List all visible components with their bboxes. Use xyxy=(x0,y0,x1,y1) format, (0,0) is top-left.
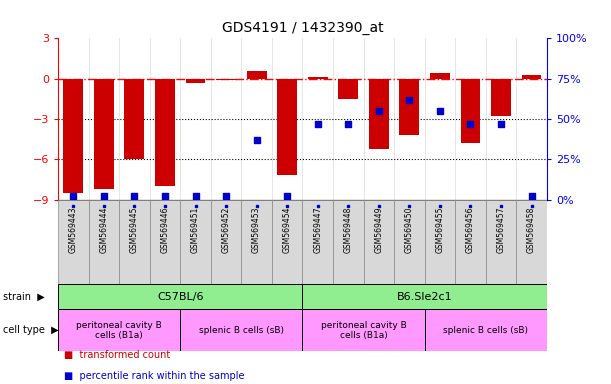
Bar xyxy=(338,79,358,99)
Text: GSM569449: GSM569449 xyxy=(375,207,383,253)
Text: GSM569448: GSM569448 xyxy=(344,207,353,253)
Point xyxy=(99,194,109,200)
Text: GSM569445: GSM569445 xyxy=(130,207,139,253)
Bar xyxy=(486,200,516,284)
Text: cell type  ▶: cell type ▶ xyxy=(3,325,59,335)
Bar xyxy=(125,79,144,159)
Bar xyxy=(333,200,364,284)
Text: GSM569447: GSM569447 xyxy=(313,207,322,253)
Text: GSM569455: GSM569455 xyxy=(436,207,444,253)
Bar xyxy=(430,73,450,79)
Text: ■  percentile rank within the sample: ■ percentile rank within the sample xyxy=(64,371,244,381)
Point xyxy=(191,194,200,200)
Point xyxy=(252,137,262,143)
Bar xyxy=(58,284,302,309)
Bar xyxy=(308,77,327,79)
Bar xyxy=(150,200,180,284)
Text: C57BL/6: C57BL/6 xyxy=(157,291,203,302)
Point xyxy=(374,108,384,114)
Text: GSM569454: GSM569454 xyxy=(283,207,291,253)
Point xyxy=(343,121,353,127)
Point xyxy=(313,121,323,127)
Bar xyxy=(277,79,297,175)
Bar xyxy=(302,200,333,284)
Title: GDS4191 / 1432390_at: GDS4191 / 1432390_at xyxy=(222,21,383,35)
Point xyxy=(282,194,292,200)
Bar xyxy=(180,200,211,284)
Point xyxy=(160,194,170,200)
Text: splenic B cells (sB): splenic B cells (sB) xyxy=(443,326,529,335)
Text: GSM569446: GSM569446 xyxy=(161,207,169,253)
Bar xyxy=(89,200,119,284)
Text: strain  ▶: strain ▶ xyxy=(3,291,45,302)
Bar xyxy=(216,79,236,80)
Bar xyxy=(94,79,114,189)
Bar xyxy=(491,79,511,116)
Bar xyxy=(58,309,180,351)
Bar xyxy=(272,200,302,284)
Bar xyxy=(241,200,272,284)
Point xyxy=(466,121,475,127)
Bar xyxy=(364,200,394,284)
Text: GSM569443: GSM569443 xyxy=(69,207,78,253)
Bar xyxy=(425,309,547,351)
Bar xyxy=(369,79,389,149)
Point xyxy=(221,194,231,200)
Bar xyxy=(186,79,205,83)
Point xyxy=(527,194,536,200)
Point xyxy=(130,194,139,200)
Bar xyxy=(455,200,486,284)
Text: peritoneal cavity B
cells (B1a): peritoneal cavity B cells (B1a) xyxy=(76,321,162,340)
Text: GSM569452: GSM569452 xyxy=(222,207,230,253)
Bar xyxy=(516,200,547,284)
Bar xyxy=(302,284,547,309)
Text: B6.Sle2c1: B6.Sle2c1 xyxy=(397,291,453,302)
Bar xyxy=(58,200,89,284)
Bar xyxy=(302,309,425,351)
Bar xyxy=(119,200,150,284)
Bar xyxy=(425,200,455,284)
Bar xyxy=(211,200,241,284)
Bar xyxy=(522,75,541,79)
Bar xyxy=(247,71,266,79)
Bar xyxy=(155,79,175,186)
Text: GSM569451: GSM569451 xyxy=(191,207,200,253)
Point xyxy=(496,121,506,127)
Text: peritoneal cavity B
cells (B1a): peritoneal cavity B cells (B1a) xyxy=(321,321,406,340)
Bar xyxy=(180,309,302,351)
Bar xyxy=(461,79,480,143)
Text: GSM569444: GSM569444 xyxy=(100,207,108,253)
Text: GSM569456: GSM569456 xyxy=(466,207,475,253)
Point xyxy=(68,194,78,200)
Bar xyxy=(400,79,419,135)
Text: GSM569450: GSM569450 xyxy=(405,207,414,253)
Point xyxy=(404,97,414,103)
Text: GSM569458: GSM569458 xyxy=(527,207,536,253)
Bar xyxy=(64,79,83,193)
Text: ■  transformed count: ■ transformed count xyxy=(64,350,170,360)
Point xyxy=(435,108,445,114)
Bar xyxy=(394,200,425,284)
Text: GSM569457: GSM569457 xyxy=(497,207,505,253)
Text: GSM569453: GSM569453 xyxy=(252,207,261,253)
Text: splenic B cells (sB): splenic B cells (sB) xyxy=(199,326,284,335)
